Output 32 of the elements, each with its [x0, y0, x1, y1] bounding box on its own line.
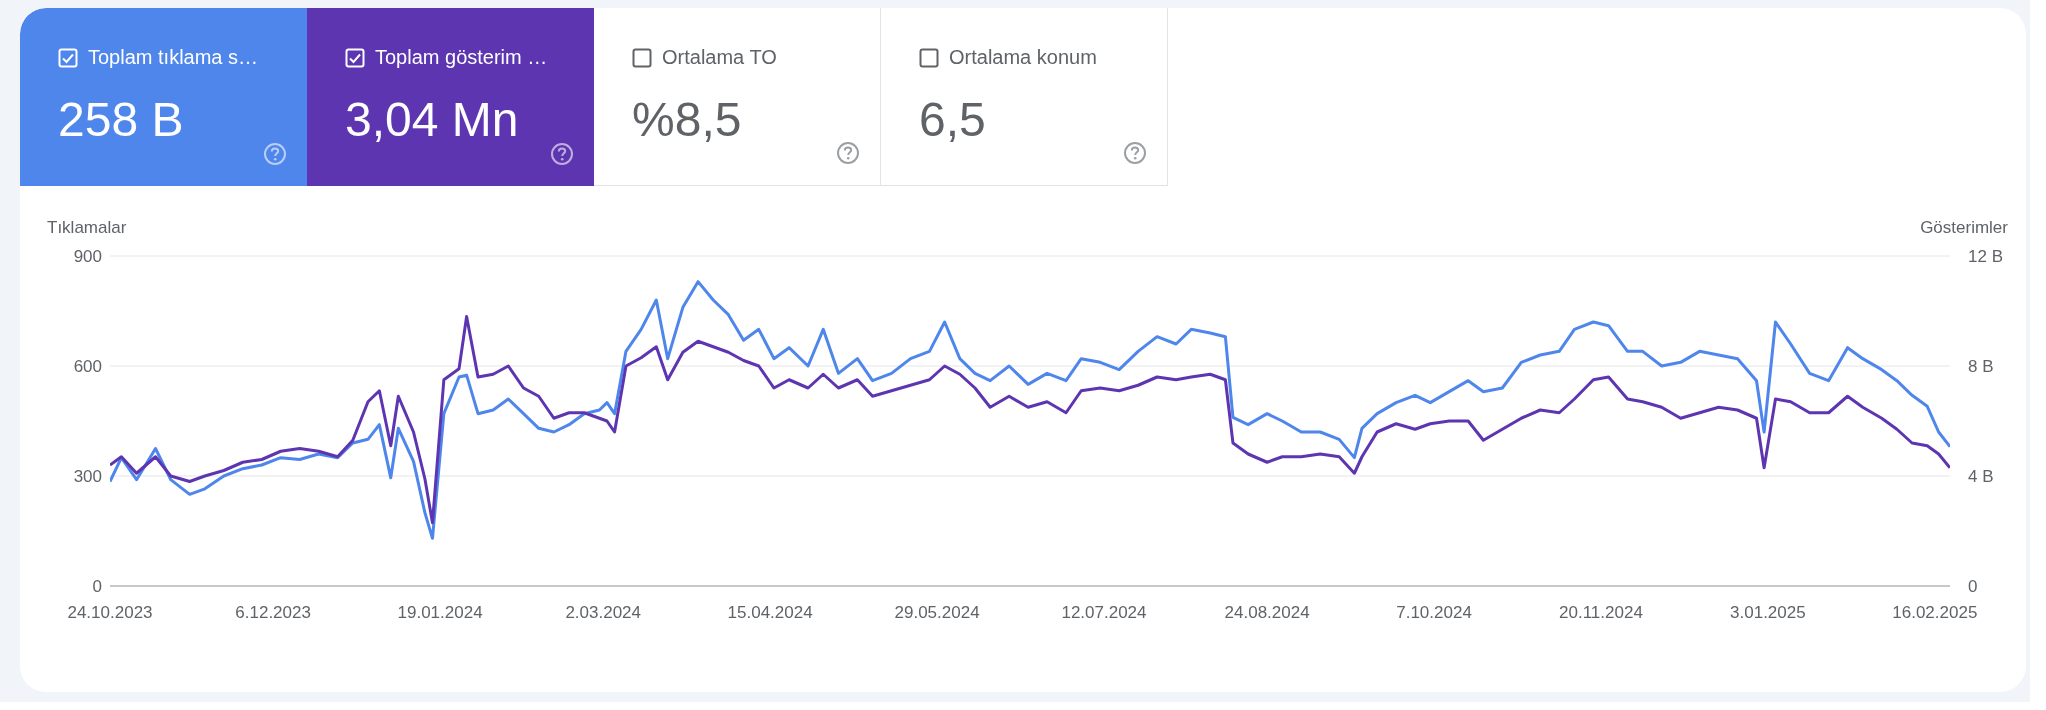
y2-tick-label: 8 B [1968, 357, 1994, 377]
x-tick-label: 15.04.2024 [727, 603, 813, 623]
x-tick-label: 24.10.2023 [67, 603, 153, 623]
x-tick-label: 29.05.2024 [894, 603, 980, 623]
y-tick-label: 300 [73, 467, 102, 487]
text: 258 B [58, 92, 184, 147]
x-tick-label: 12.07.2024 [1061, 603, 1147, 623]
x-tick-label: 6.12.2023 [235, 603, 311, 623]
y2-tick-label: 0 [1968, 577, 1978, 597]
line-series [110, 315, 1950, 525]
y2-tick-label: 12 B [1968, 247, 2003, 267]
x-tick-label: 24.08.2024 [1224, 603, 1310, 623]
y2-axis-title: Gösterimler [1920, 218, 2008, 238]
y-axis-title: Tıklamalar [47, 218, 127, 238]
text: Toplam gösterim … [375, 46, 548, 69]
text: Ortalama konum [949, 46, 1097, 69]
x-tick-label: 20.11.2024 [1559, 603, 1643, 623]
text: Ortalama TO [662, 46, 777, 69]
x-tick-label: 7.10.2024 [1396, 603, 1472, 623]
line-series [110, 280, 1950, 540]
x-tick-label: 16.02.2025 [1892, 603, 1978, 623]
x-tick-label: 19.01.2024 [397, 603, 483, 623]
text: %8,5 [632, 92, 742, 147]
x-tick-label: 2.03.2024 [565, 603, 642, 623]
text: 3,04 Mn [345, 92, 519, 147]
x-tick-label: 3.01.2025 [1730, 603, 1806, 623]
y2-tick-label: 4 B [1968, 467, 1994, 487]
y-tick-label: 900 [73, 247, 102, 267]
text: 6,5 [919, 92, 986, 147]
y-tick-label: 0 [92, 577, 102, 597]
text: Toplam tıklama s… [88, 46, 259, 69]
y-tick-label: 600 [73, 357, 102, 377]
